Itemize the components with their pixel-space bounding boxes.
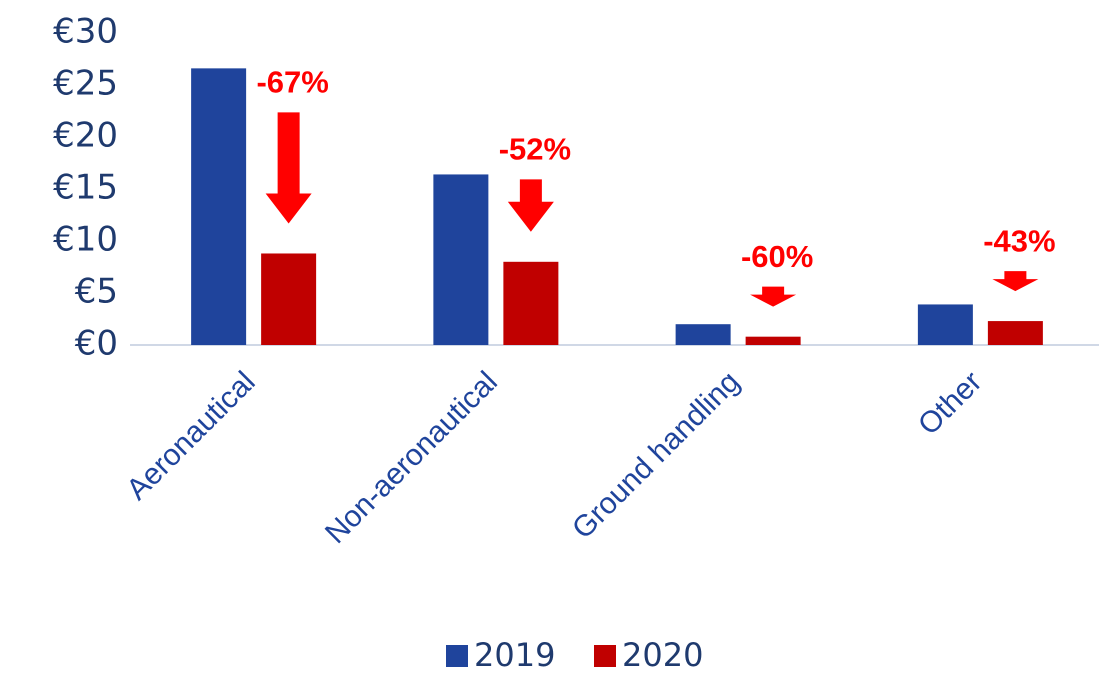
annotation: -67% bbox=[256, 65, 328, 100]
x-tick-label: Non-aeronautical bbox=[319, 365, 504, 550]
annotation: -60% bbox=[741, 239, 813, 274]
arrow bbox=[507, 179, 554, 232]
bar bbox=[433, 174, 489, 345]
bar bbox=[191, 68, 247, 346]
bar bbox=[261, 253, 317, 345]
y-tick-label: €5 bbox=[75, 272, 118, 312]
annotation: -43% bbox=[983, 223, 1055, 258]
y-tick-label: €20 bbox=[53, 116, 118, 156]
annotation: -52% bbox=[499, 132, 571, 167]
x-tick-label: Aeronautical bbox=[120, 365, 261, 506]
bar bbox=[745, 336, 801, 345]
bar bbox=[917, 304, 973, 345]
y-tick-label: €10 bbox=[53, 220, 118, 260]
bar bbox=[675, 324, 731, 345]
legend-swatch bbox=[594, 645, 616, 667]
y-tick-label: €30 bbox=[53, 12, 118, 52]
y-tick-label: €0 bbox=[75, 324, 118, 364]
x-tick-label: Other bbox=[912, 365, 988, 441]
bar bbox=[503, 261, 559, 345]
y-tick-label: €25 bbox=[53, 64, 118, 104]
legend-label: 2019 bbox=[474, 636, 555, 671]
legend-label: 2020 bbox=[622, 636, 703, 671]
bar bbox=[987, 321, 1043, 345]
arrow bbox=[750, 286, 797, 307]
y-tick-label: €15 bbox=[53, 168, 118, 208]
arrow bbox=[992, 271, 1039, 292]
legend-swatch bbox=[446, 645, 468, 667]
arrow bbox=[265, 112, 312, 224]
x-tick-label: Ground handling bbox=[566, 365, 746, 545]
